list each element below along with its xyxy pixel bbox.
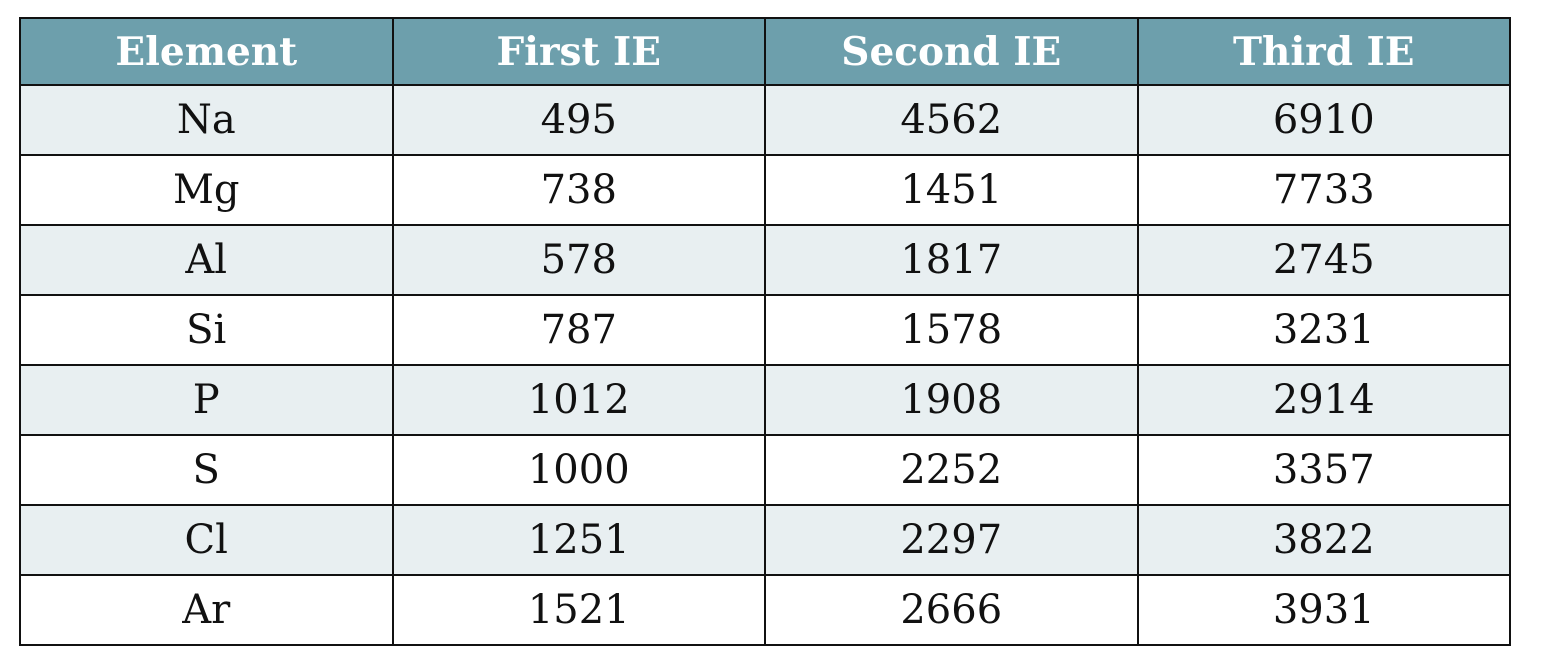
element-cell: Si [19,294,394,366]
second-ie-cell: 1451 [764,154,1139,226]
element-cell: Al [19,224,394,296]
first-ie-cell: 738 [391,154,766,226]
element-cell: Na [19,84,394,156]
ionization-energy-table: Element First IE Second IE Third IE Na 4… [19,17,1511,646]
second-ie-cell: 2297 [764,504,1139,576]
header-row: Element First IE Second IE Third IE [19,17,1511,86]
second-ie-cell: 1908 [764,364,1139,436]
column-header-first-ie: First IE [391,17,766,86]
first-ie-cell: 1000 [391,434,766,506]
third-ie-cell: 7733 [1136,154,1511,226]
element-cell: Ar [19,574,394,646]
column-header-second-ie: Second IE [764,17,1139,86]
table-body: Na 495 4562 6910 Mg 738 1451 7733 Al 578… [19,84,1511,646]
first-ie-cell: 495 [391,84,766,156]
third-ie-cell: 3822 [1136,504,1511,576]
second-ie-cell: 4562 [764,84,1139,156]
table-row: Cl 1251 2297 3822 [19,504,1511,576]
second-ie-cell: 2252 [764,434,1139,506]
second-ie-cell: 2666 [764,574,1139,646]
third-ie-cell: 6910 [1136,84,1511,156]
table-row: Si 787 1578 3231 [19,294,1511,366]
column-header-element: Element [19,17,394,86]
first-ie-cell: 1521 [391,574,766,646]
first-ie-cell: 1012 [391,364,766,436]
element-cell: S [19,434,394,506]
column-header-third-ie: Third IE [1136,17,1511,86]
third-ie-cell: 2745 [1136,224,1511,296]
table-row: S 1000 2252 3357 [19,434,1511,506]
second-ie-cell: 1817 [764,224,1139,296]
third-ie-cell: 3357 [1136,434,1511,506]
first-ie-cell: 1251 [391,504,766,576]
third-ie-cell: 3931 [1136,574,1511,646]
element-cell: Mg [19,154,394,226]
first-ie-cell: 787 [391,294,766,366]
table-row: P 1012 1908 2914 [19,364,1511,436]
table-row: Mg 738 1451 7733 [19,154,1511,226]
first-ie-cell: 578 [391,224,766,296]
second-ie-cell: 1578 [764,294,1139,366]
table-row: Ar 1521 2666 3931 [19,574,1511,646]
element-cell: P [19,364,394,436]
element-cell: Cl [19,504,394,576]
third-ie-cell: 2914 [1136,364,1511,436]
table-row: Na 495 4562 6910 [19,84,1511,156]
table-row: Al 578 1817 2745 [19,224,1511,296]
third-ie-cell: 3231 [1136,294,1511,366]
table-header: Element First IE Second IE Third IE [19,17,1511,86]
